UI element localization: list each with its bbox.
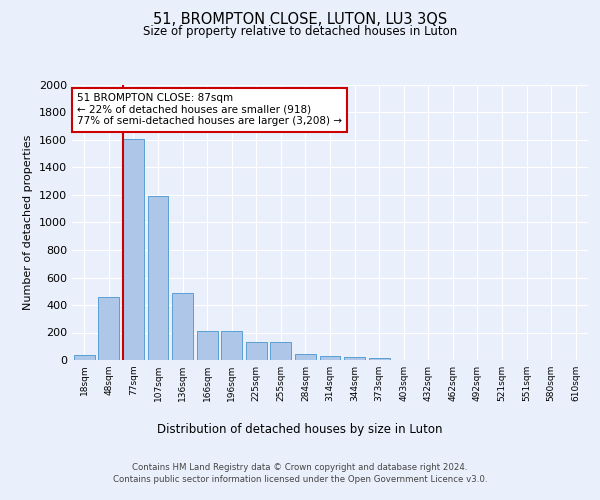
Text: 51 BROMPTON CLOSE: 87sqm
← 22% of detached houses are smaller (918)
77% of semi-: 51 BROMPTON CLOSE: 87sqm ← 22% of detach… — [77, 93, 342, 126]
Text: 51, BROMPTON CLOSE, LUTON, LU3 3QS: 51, BROMPTON CLOSE, LUTON, LU3 3QS — [153, 12, 447, 28]
Bar — [98, 298, 119, 360]
Bar — [246, 342, 267, 360]
Text: Contains public sector information licensed under the Open Government Licence v3: Contains public sector information licen… — [113, 475, 487, 484]
Bar — [320, 356, 340, 360]
Bar — [344, 357, 365, 360]
Bar — [74, 355, 95, 360]
Bar — [368, 358, 389, 360]
Y-axis label: Number of detached properties: Number of detached properties — [23, 135, 34, 310]
Bar — [221, 331, 242, 360]
Text: Size of property relative to detached houses in Luton: Size of property relative to detached ho… — [143, 25, 457, 38]
Text: Contains HM Land Registry data © Crown copyright and database right 2024.: Contains HM Land Registry data © Crown c… — [132, 462, 468, 471]
Text: Distribution of detached houses by size in Luton: Distribution of detached houses by size … — [157, 422, 443, 436]
Bar — [148, 196, 169, 360]
Bar — [197, 331, 218, 360]
Bar — [172, 292, 193, 360]
Bar — [295, 354, 316, 360]
Bar — [123, 138, 144, 360]
Bar — [271, 342, 292, 360]
